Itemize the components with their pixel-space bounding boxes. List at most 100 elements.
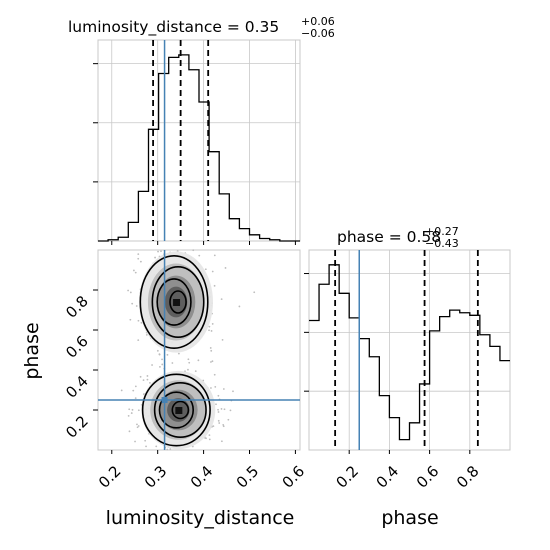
sample-point <box>149 381 151 384</box>
sample-point <box>213 284 216 287</box>
sample-point <box>131 408 134 411</box>
contour-mode1-level3 <box>171 400 190 420</box>
sample-point <box>144 439 147 442</box>
sample-point <box>253 291 256 294</box>
joint-density-panel <box>93 249 301 454</box>
phase-histogram-panel <box>304 249 511 454</box>
sample-point <box>146 375 149 377</box>
sample-point <box>166 353 169 356</box>
sample-point <box>129 318 132 321</box>
sample-point <box>217 419 220 422</box>
title-phase-main: phase = 0.58 <box>337 228 441 246</box>
x-tick-label-distance-2: 0.4 <box>187 462 217 492</box>
sample-point <box>222 424 225 426</box>
sample-point <box>222 388 225 390</box>
sample-point <box>187 358 190 361</box>
sample-point <box>158 353 161 356</box>
sample-point <box>131 302 134 305</box>
distance-histogram-panel <box>93 39 301 245</box>
sample-point <box>130 412 133 414</box>
sample-point <box>197 359 200 362</box>
contour-mode1-level1 <box>153 381 207 438</box>
sample-point <box>224 267 227 269</box>
sample-point <box>137 339 140 342</box>
sample-point <box>220 440 223 443</box>
x-axis-label-distance: luminosity_distance <box>106 507 295 529</box>
sample-point <box>137 319 140 322</box>
sample-point <box>208 438 211 441</box>
y-tick-label-phase-1: 0.4 <box>62 372 92 402</box>
sample-point <box>220 298 223 300</box>
sample-point <box>134 385 137 388</box>
sample-point <box>128 408 131 411</box>
sample-point <box>139 260 142 263</box>
phase-histogram-step <box>309 264 510 441</box>
x-tick-label-phase-3: 0.8 <box>453 462 483 492</box>
sample-point <box>217 394 220 397</box>
y-tick-label-phase-0: 0.2 <box>62 412 92 442</box>
x-tick-label-distance-0: 0.2 <box>95 462 125 492</box>
sample-point <box>211 323 214 325</box>
sample-point <box>222 425 225 428</box>
sample-point <box>177 352 180 355</box>
contour-mode0-level1 <box>151 265 205 338</box>
sample-point <box>214 385 217 388</box>
sample-point <box>220 408 223 410</box>
sample-point <box>223 408 226 411</box>
sample-point <box>161 363 164 366</box>
sample-point <box>161 358 163 361</box>
contour-mode1-level0 <box>141 373 211 447</box>
sample-point <box>142 379 145 382</box>
sample-point <box>217 408 219 411</box>
sample-point <box>145 445 147 448</box>
x-tick-label-distance-1: 0.3 <box>141 462 171 492</box>
sample-point <box>156 349 159 352</box>
sample-point <box>134 271 137 274</box>
y-axis-label-phase: phase <box>21 322 43 379</box>
sample-point <box>136 426 139 429</box>
sample-point <box>221 338 224 341</box>
sample-point <box>136 423 138 426</box>
contour-mode0-level2 <box>156 278 192 326</box>
sample-point <box>209 347 212 349</box>
sample-point <box>137 425 140 427</box>
sample-point <box>120 389 123 392</box>
sample-point <box>127 289 130 292</box>
sample-point <box>128 430 131 433</box>
sample-point <box>192 249 195 252</box>
sample-point <box>194 370 197 373</box>
sample-point <box>211 270 214 273</box>
sample-point <box>134 440 136 443</box>
contour-mode1-level2 <box>158 391 195 429</box>
x-axis-label-phase: phase <box>381 507 438 529</box>
sample-point <box>210 387 212 389</box>
sample-point <box>227 418 230 421</box>
sample-point <box>210 361 212 363</box>
sample-point <box>198 254 201 257</box>
title-phase-minus: −0.43 <box>425 237 459 250</box>
dist-histogram-step <box>98 54 300 242</box>
sample-point <box>188 361 191 364</box>
title-distance-minus: −0.06 <box>301 27 335 40</box>
x-tick-label-phase-1: 0.4 <box>373 462 403 492</box>
sample-point <box>160 250 162 253</box>
sample-point <box>135 305 138 307</box>
title-phase-plus: +0.27 <box>425 225 459 238</box>
sample-point <box>213 373 216 376</box>
x-tick-label-phase-0: 0.2 <box>332 462 362 492</box>
sample-point <box>154 256 156 259</box>
sample-point <box>169 448 172 450</box>
sample-point <box>215 403 217 406</box>
sample-point <box>208 329 210 332</box>
sample-point <box>204 268 207 271</box>
sample-point <box>187 368 189 371</box>
y-tick-label-phase-2: 0.6 <box>62 332 92 362</box>
sample-point <box>238 305 241 308</box>
sample-point <box>157 250 159 253</box>
contour-mode0-level0 <box>139 255 209 350</box>
density-peak-mode1 <box>175 407 183 414</box>
sample-point <box>210 330 213 332</box>
sample-point <box>137 257 140 260</box>
x-tick-label-distance-4: 0.6 <box>279 462 309 492</box>
